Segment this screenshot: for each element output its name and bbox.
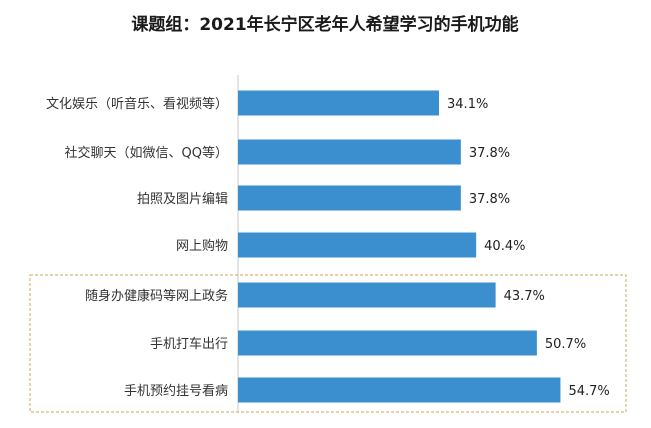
value-label: 50.7% [545,337,586,352]
value-label: 34.1% [447,97,488,112]
category-label: 手机打车出行 [150,336,228,352]
bar [238,232,477,258]
bar [238,185,461,211]
bar [238,90,440,116]
bar [238,282,496,308]
value-label: 43.7% [504,289,545,304]
value-label: 37.8% [469,146,510,161]
category-label: 随身办健康码等网上政务 [85,288,228,304]
category-label: 拍照及图片编辑 [137,192,228,207]
value-label: 40.4% [484,239,525,254]
highlight-box [29,274,627,413]
bar [238,139,461,165]
bar [238,330,537,356]
bar [238,377,561,403]
category-label: 手机预约挂号看病 [124,383,228,399]
value-label: 37.8% [469,192,510,207]
category-label: 网上购物 [176,238,228,254]
category-label: 社交聊天（如微信、QQ等） [65,145,228,161]
category-label: 文化娱乐（听音乐、看视频等） [46,96,228,112]
value-label: 54.7% [568,384,609,399]
chart-title: 课题组：2021年长宁区老年人希望学习的手机功能 [131,14,518,35]
